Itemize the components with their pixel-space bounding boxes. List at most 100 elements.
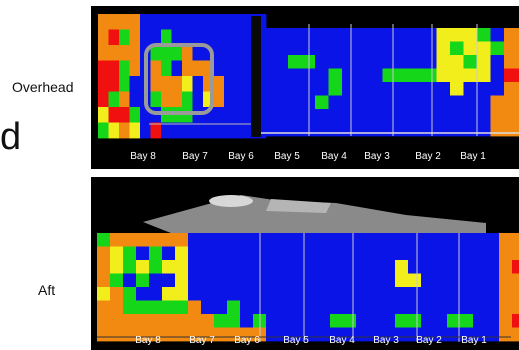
aft-bays-8-6-cell	[214, 233, 228, 247]
overhead-bays-5-1-cell	[450, 82, 464, 96]
aft-bays-8-6-cell	[188, 260, 202, 274]
overhead-bays-5-1-cell	[396, 41, 410, 56]
overhead-bays-8-6-cell	[108, 60, 120, 77]
overhead-bays-5-1-cell	[288, 95, 302, 110]
overhead-bays-8-6-cell	[150, 29, 162, 46]
overhead-bays-8-6-cell	[245, 76, 256, 92]
overhead-bays-8-6-cell	[140, 122, 151, 139]
overhead-bays-5-1-cell	[463, 95, 478, 110]
aft-bays-8-6-cell	[149, 260, 163, 274]
overhead-bays-5-1-cell	[315, 82, 329, 96]
aft-bays-5-1-cell	[369, 246, 383, 261]
aft-bays-8-6-cell	[201, 233, 215, 247]
aft-bays-8-6-cell	[123, 300, 137, 315]
aft-bays-8-6-cell	[201, 260, 215, 274]
overhead-bays-8-6-cell	[213, 45, 225, 61]
overhead-bays-5-1-cell	[504, 122, 518, 137]
overhead-bays-5-1-cell	[355, 55, 370, 69]
aft-bays-5-1-cell	[447, 273, 461, 288]
overhead-bays-5-1-cell	[504, 28, 518, 42]
aft-bay-3-label: Bay 3	[373, 335, 399, 346]
overhead-bays-8-6-cell	[171, 60, 183, 77]
overhead-bays-5-1-cell	[274, 41, 289, 56]
aft-bays-5-1-cell	[408, 233, 422, 247]
overhead-bays-5-1-cell	[288, 122, 302, 137]
aft-bays-8-6-cell	[266, 233, 280, 247]
overhead-bays-5-1-cell	[463, 41, 478, 56]
overhead-bays-5-1-cell	[382, 82, 397, 96]
aft-bays-5-1-cell	[499, 233, 513, 247]
overhead-bays-5-1-cell	[315, 122, 329, 137]
overhead-bays-8-6-cell	[234, 107, 246, 123]
aft-bays-8-6-cell	[136, 327, 150, 342]
aft-bays-5-1-cell	[486, 246, 500, 261]
overhead-bays-8-6-cell	[161, 45, 172, 61]
aft-bays-8-6-cell	[279, 246, 293, 261]
overhead-bays-5-1-cell	[436, 122, 451, 137]
aft-bays-5-1-cell	[382, 300, 396, 315]
overhead-bays-5-1-cell	[274, 122, 289, 137]
overhead-bays-8-6-cell	[129, 60, 141, 77]
aft-bays-8-6-cell	[149, 300, 163, 315]
aft-bays-8-6-cell	[162, 314, 176, 328]
aft-bay-6-label: Bay 6	[234, 335, 260, 346]
aft-bays-5-1-cell	[317, 300, 331, 315]
overhead-bays-5-1-cell	[301, 109, 316, 123]
overhead-bays-8-6-cell	[108, 29, 120, 46]
aft-bays-5-1-cell	[486, 327, 500, 342]
overhead-bays-5-1-cell	[477, 68, 491, 83]
aft-bays-5-1-cell	[460, 260, 474, 274]
aft-bays-8-6-cell	[110, 314, 124, 328]
overhead-bays-8-6-cell	[224, 76, 235, 92]
overhead-bays-5-1-cell	[477, 55, 491, 69]
aft-bays-5-1-cell	[343, 246, 357, 261]
aft-bays-5-1-cell	[317, 260, 331, 274]
overhead-bays-5-1-cell	[504, 41, 518, 56]
aft-bays-8-6-cell	[149, 233, 163, 247]
aft-bays-8-6-cell	[175, 273, 189, 288]
overhead-heatmap	[98, 14, 519, 139]
aft-bays-5-1-cell	[421, 314, 435, 328]
aft-bays-8-6-cell	[214, 287, 228, 301]
aft-bays-8-6-cell	[266, 260, 280, 274]
overhead-bays-5-1-cell	[504, 109, 518, 123]
aft-bays-8-6-cell	[110, 246, 124, 261]
aft-bay-7-label: Bay 7	[189, 335, 215, 346]
aft-bays-5-1-cell	[447, 246, 461, 261]
overhead-bays-8-6-cell	[150, 14, 162, 30]
overhead-bays-5-1-cell	[396, 122, 410, 137]
aft-bays-8-6-cell	[149, 287, 163, 301]
overhead-bays-5-1-cell	[450, 55, 464, 69]
aft-bays-5-1-cell	[499, 327, 513, 342]
aft-bays-8-6-cell	[227, 273, 241, 288]
overhead-bays-8-6-cell	[161, 91, 172, 108]
overhead-bays-5-1-cell	[261, 55, 275, 69]
aft-bays-5-1-cell	[499, 260, 513, 274]
overhead-bays-8-6-cell	[119, 76, 130, 92]
aft-bays-8-6-cell	[188, 300, 202, 315]
overhead-bays-5-1-cell	[396, 82, 410, 96]
aft-bays-5-1-cell	[408, 287, 422, 301]
aft-bays-5-1-cell	[512, 314, 519, 328]
overhead-bays-5-1-cell	[288, 68, 302, 83]
overhead-bays-5-1-cell	[396, 68, 410, 83]
aft-bays-8-6-cell	[292, 287, 306, 301]
aft-bays-5-1-cell	[447, 314, 461, 328]
overhead-bays-5-1-cell	[409, 68, 424, 83]
overhead-bays-8-6-cell	[245, 122, 256, 139]
overhead-bays-8-6-cell	[129, 29, 141, 46]
overhead-bays-5-1-cell	[315, 109, 329, 123]
overhead-bays-8-6-cell	[98, 60, 109, 77]
overhead-bays-5-1-cell	[409, 28, 424, 42]
aft-bays-8-6-cell	[175, 246, 189, 261]
overhead-bays-5-1-cell	[423, 28, 437, 42]
overhead-bays-5-1-cell	[436, 95, 451, 110]
overhead-bay-8-label: Bay 8	[130, 151, 156, 162]
aft-bays-8-6-cell	[240, 273, 254, 288]
overhead-bays-5-1-cell	[409, 122, 424, 137]
aft-bays-5-1-cell	[421, 233, 435, 247]
aft-bays-8-6-cell	[214, 260, 228, 274]
aft-bays-8-6-cell	[123, 327, 137, 342]
overhead-bays-8-6-cell	[119, 14, 130, 30]
aft-bays-5-1-cell	[356, 233, 370, 247]
